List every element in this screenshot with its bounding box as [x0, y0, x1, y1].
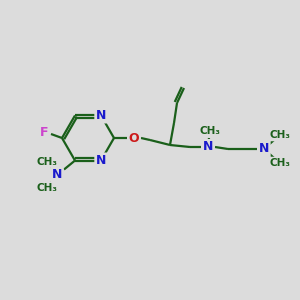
- Text: N: N: [52, 168, 62, 181]
- Text: CH₃: CH₃: [269, 130, 290, 140]
- Text: CH₃: CH₃: [37, 157, 58, 166]
- Text: N: N: [259, 142, 269, 155]
- Text: CH₃: CH₃: [269, 158, 290, 168]
- Text: F: F: [40, 125, 48, 139]
- Text: O: O: [129, 131, 139, 145]
- Text: CH₃: CH₃: [37, 182, 58, 193]
- Text: N: N: [203, 140, 213, 154]
- Text: CH₃: CH₃: [200, 126, 220, 136]
- Text: N: N: [96, 154, 106, 167]
- Text: N: N: [96, 109, 106, 122]
